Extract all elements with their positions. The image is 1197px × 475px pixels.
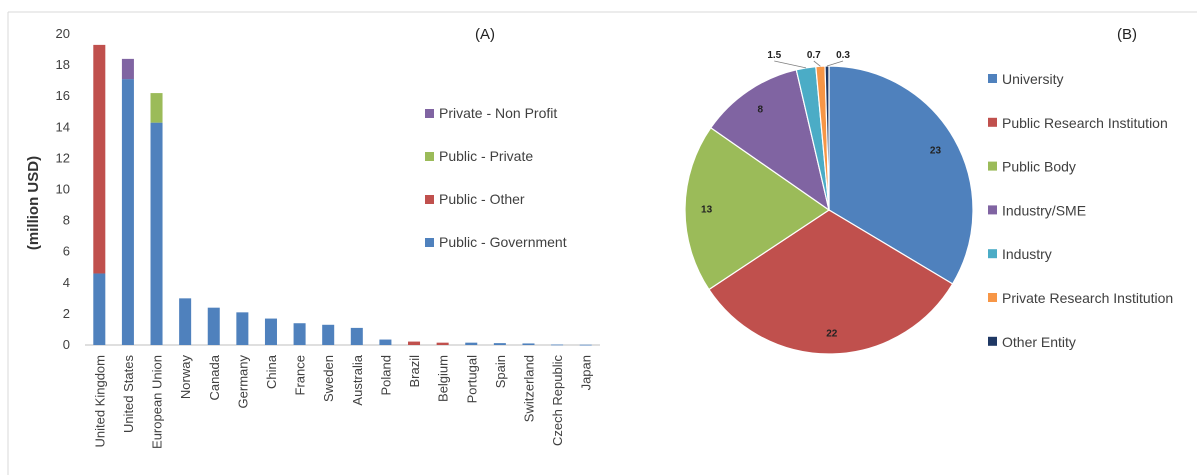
x-tick-label-norway: Norway <box>178 355 193 400</box>
legend-swatch-private-non-profit <box>425 109 434 118</box>
y-tick-label: 4 <box>63 275 70 290</box>
y-tick-label: 10 <box>56 182 70 197</box>
bar-united-kingdom-public-other <box>93 44 106 274</box>
bar-poland-public-government <box>379 339 392 345</box>
pie-chart-panel: (B) 23 22 13 8 1.5 0.7 0.3 University Public Re… <box>684 26 1173 355</box>
bar-spain-public-government <box>493 343 506 345</box>
x-tick-label-china: China <box>264 354 279 389</box>
pie-legend-swatch-industry-sme <box>988 205 997 215</box>
pie-legend-swatch-other-entity <box>988 336 997 346</box>
pie-legend-swatch-industry <box>988 249 997 259</box>
x-tick-label-brazil: Brazil <box>407 355 422 388</box>
pie-legend-label-other-entity: Other Entity <box>1002 334 1076 350</box>
bar-norway-public-government <box>179 298 192 345</box>
bar-belgium-public-other <box>436 342 449 345</box>
pie-legend-label-industry: Industry <box>1002 246 1052 262</box>
pie-slice-public-research-institution <box>708 209 954 355</box>
pie-slices <box>684 65 974 355</box>
legend-label-public-government: Public - Government <box>439 234 567 250</box>
legend-label-public-other: Public - Other <box>439 191 525 207</box>
bar-czech-republic-public-government <box>551 344 564 346</box>
x-tick-label-japan: Japan <box>579 355 594 390</box>
y-tick-label: 6 <box>63 244 70 259</box>
x-tick-label-australia: Australia <box>350 354 365 405</box>
pie-legend-swatch-university <box>988 74 997 83</box>
pie-leader-industry <box>774 60 807 69</box>
bar-european-union-public-government <box>150 122 163 345</box>
pie-label-industry-sme: 8 <box>757 105 763 116</box>
legend-swatch-public-private <box>425 152 434 161</box>
y-tick-label: 18 <box>56 57 70 72</box>
x-tick-label-european-union: European Union <box>150 355 165 449</box>
x-tick-label-belgium: Belgium <box>436 355 451 402</box>
bar-portugal-public-government <box>465 342 478 345</box>
y-axis-label: (million USD) <box>25 156 42 250</box>
x-tick-label-portugal: Portugal <box>464 355 479 404</box>
bar-legend: Private - Non Profit Public - Private Publ… <box>425 105 567 250</box>
bar-united-states-public-government <box>121 79 134 345</box>
bar-switzerland-public-government <box>522 343 535 345</box>
legend-label-private-non-profit: Private - Non Profit <box>439 105 557 121</box>
legend-label-public-private: Public - Private <box>439 148 533 164</box>
bar-united-kingdom-public-government <box>93 273 106 345</box>
bar-stacks <box>93 44 592 346</box>
x-axis-tick-labels: United Kingdom United States European Unio… <box>92 354 593 449</box>
y-tick-label: 0 <box>63 337 70 352</box>
y-tick-label: 8 <box>63 213 70 228</box>
pie-slice-public-body <box>684 126 831 291</box>
pie-label-industry: 1.5 <box>767 50 781 61</box>
y-tick-label: 12 <box>56 150 70 165</box>
y-tick-label: 14 <box>56 119 70 134</box>
pie-legend-swatch-public-body <box>988 161 997 171</box>
pie-label-public-research-institution: 22 <box>826 328 838 339</box>
bar-japan-public-government <box>579 344 592 346</box>
pie-label-private-research-institution: 0.7 <box>807 50 821 61</box>
x-tick-label-canada: Canada <box>207 354 222 400</box>
x-tick-label-france: France <box>293 355 308 395</box>
x-tick-label-germany: Germany <box>235 355 250 409</box>
pie-legend: University Public Research Institution Pub… <box>988 71 1173 350</box>
pie-label-other-entity: 0.3 <box>836 50 850 61</box>
pie-legend-label-university: University <box>1002 71 1063 87</box>
legend-swatch-public-other <box>425 195 434 204</box>
pie-legend-label-public-body: Public Body <box>1002 159 1076 175</box>
panel-a-label: (A) <box>475 26 495 43</box>
bar-united-states-private-non-profit <box>121 58 134 80</box>
pie-legend-label-industry-sme: Industry/SME <box>1002 202 1086 218</box>
stacked-bar-chart-panel: (A) (million USD) 0 2 4 6 8 10 12 14 16 18 20 Unit… <box>25 26 600 449</box>
x-tick-label-sweden: Sweden <box>321 355 336 402</box>
legend-swatch-public-government <box>425 238 434 247</box>
x-tick-label-united-states: United States <box>121 355 136 434</box>
pie-leader-other-entity <box>826 60 844 67</box>
y-axis-ticks: 0 2 4 6 8 10 12 14 16 18 20 <box>56 26 70 352</box>
bar-france-public-government <box>293 323 306 345</box>
panel-b-label: (B) <box>1117 26 1137 43</box>
pie-slice-university <box>828 65 974 285</box>
bar-germany-public-government <box>236 312 249 345</box>
pie-leader-private-research-institution <box>813 60 821 67</box>
bar-european-union-public-private <box>150 93 163 123</box>
bar-china-public-government <box>264 318 277 345</box>
x-tick-label-czech-republic: Czech Republic <box>550 355 565 447</box>
bar-canada-public-government <box>207 307 220 345</box>
pie-legend-label-private-research-institution: Private Research Institution <box>1002 290 1173 306</box>
bar-brazil-public-other <box>408 341 421 345</box>
pie-slice-labels: 23 22 13 8 1.5 0.7 0.3 <box>701 50 941 339</box>
x-tick-label-united-kingdom: United Kingdom <box>92 355 107 448</box>
pie-legend-swatch-private-research-institution <box>988 293 997 302</box>
y-tick-label: 20 <box>56 26 70 41</box>
pie-label-public-body: 13 <box>701 205 713 216</box>
pie-legend-swatch-public-research-institution <box>988 117 997 127</box>
x-tick-label-switzerland: Switzerland <box>521 355 536 422</box>
pie-label-university: 23 <box>930 146 942 157</box>
x-tick-label-spain: Spain <box>493 355 508 388</box>
x-tick-label-poland: Poland <box>378 355 393 395</box>
pie-slice-industry-sme <box>709 69 830 212</box>
y-tick-label: 2 <box>63 306 70 321</box>
bar-sweden-public-government <box>322 324 335 345</box>
pie-legend-label-public-research-institution: Public Research Institution <box>1002 115 1168 131</box>
y-tick-label: 16 <box>56 88 70 103</box>
bar-australia-public-government <box>350 327 363 345</box>
